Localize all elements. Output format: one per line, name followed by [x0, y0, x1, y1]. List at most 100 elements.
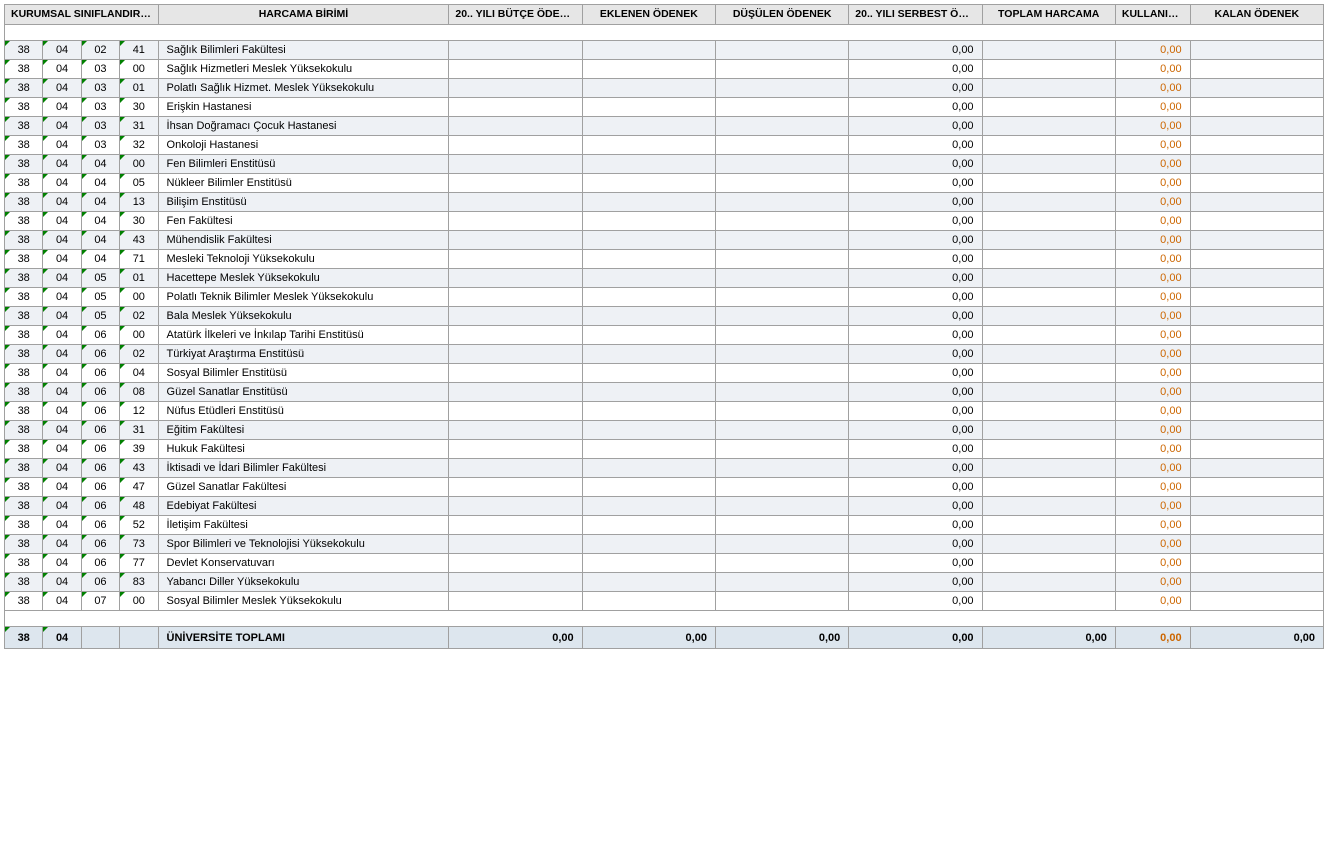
code-1: 38 — [5, 60, 43, 79]
code-2: 04 — [43, 364, 81, 383]
code-1: 38 — [5, 288, 43, 307]
code-1: 38 — [5, 573, 43, 592]
free-cell: 0,00 — [849, 117, 982, 136]
code-3: 06 — [81, 573, 119, 592]
free-cell: 0,00 — [849, 60, 982, 79]
reduced-cell — [715, 307, 848, 326]
added-cell — [582, 478, 715, 497]
added-cell — [582, 573, 715, 592]
usage-cell: 0,00 — [1115, 516, 1190, 535]
usage-cell: 0,00 — [1115, 269, 1190, 288]
spent-cell — [982, 250, 1115, 269]
code-1: 38 — [5, 136, 43, 155]
spent-cell — [982, 345, 1115, 364]
remaining-cell — [1190, 212, 1323, 231]
table-row: 38040700Sosyal Bilimler Meslek Yüksekoku… — [5, 592, 1324, 611]
code-1: 38 — [5, 174, 43, 193]
spent-cell — [982, 79, 1115, 98]
reduced-cell — [715, 516, 848, 535]
remaining-cell — [1190, 592, 1323, 611]
table-row: 38040677Devlet Konservatuvarı0,000,00 — [5, 554, 1324, 573]
usage-cell: 0,00 — [1115, 364, 1190, 383]
free-cell: 0,00 — [849, 440, 982, 459]
unit-name: Sosyal Bilimler Enstitüsü — [158, 364, 449, 383]
budget-cell — [449, 383, 582, 402]
unit-name: Güzel Sanatlar Fakültesi — [158, 478, 449, 497]
spent-cell — [982, 117, 1115, 136]
usage-cell: 0,00 — [1115, 60, 1190, 79]
reduced-cell — [715, 364, 848, 383]
code-4: 00 — [120, 592, 158, 611]
spent-cell — [982, 136, 1115, 155]
reduced-cell — [715, 79, 848, 98]
code-3: 06 — [81, 326, 119, 345]
unit-name: İletişim Fakültesi — [158, 516, 449, 535]
free-cell: 0,00 — [849, 364, 982, 383]
header-unit: HARCAMA BİRİMİ — [158, 5, 449, 25]
table-row: 38040330Erişkin Hastanesi0,000,00 — [5, 98, 1324, 117]
total-budget: 0,00 — [449, 627, 582, 649]
free-cell: 0,00 — [849, 573, 982, 592]
remaining-cell — [1190, 459, 1323, 478]
added-cell — [582, 79, 715, 98]
reduced-cell — [715, 554, 848, 573]
code-1: 38 — [5, 383, 43, 402]
code-4: 52 — [120, 516, 158, 535]
spent-cell — [982, 155, 1115, 174]
code-1: 38 — [5, 440, 43, 459]
total-added: 0,00 — [582, 627, 715, 649]
spent-cell — [982, 478, 1115, 497]
code-4: 13 — [120, 193, 158, 212]
unit-name: Sağlık Bilimleri Fakültesi — [158, 41, 449, 60]
budget-cell — [449, 231, 582, 250]
code-3: 06 — [81, 535, 119, 554]
code-3: 06 — [81, 383, 119, 402]
unit-name: Fen Bilimleri Enstitüsü — [158, 155, 449, 174]
added-cell — [582, 364, 715, 383]
reduced-cell — [715, 421, 848, 440]
code-3: 04 — [81, 193, 119, 212]
code-3: 03 — [81, 136, 119, 155]
added-cell — [582, 345, 715, 364]
reduced-cell — [715, 212, 848, 231]
code-1: 38 — [5, 155, 43, 174]
total-reduced: 0,00 — [715, 627, 848, 649]
added-cell — [582, 41, 715, 60]
code-2: 04 — [43, 516, 81, 535]
code-3: 03 — [81, 98, 119, 117]
spent-cell — [982, 212, 1115, 231]
code-4: 00 — [120, 60, 158, 79]
usage-cell: 0,00 — [1115, 402, 1190, 421]
free-cell: 0,00 — [849, 554, 982, 573]
budget-cell — [449, 98, 582, 117]
code-2: 04 — [43, 440, 81, 459]
table-row: 38040608Güzel Sanatlar Enstitüsü0,000,00 — [5, 383, 1324, 402]
code-1: 38 — [5, 307, 43, 326]
reduced-cell — [715, 288, 848, 307]
added-cell — [582, 60, 715, 79]
code-3: 06 — [81, 516, 119, 535]
table-row: 38040639Hukuk Fakültesi0,000,00 — [5, 440, 1324, 459]
code-2: 04 — [43, 288, 81, 307]
spent-cell — [982, 459, 1115, 478]
added-cell — [582, 402, 715, 421]
table-row: 38040673Spor Bilimleri ve Teknolojisi Yü… — [5, 535, 1324, 554]
reduced-cell — [715, 136, 848, 155]
remaining-cell — [1190, 155, 1323, 174]
code-2: 04 — [43, 307, 81, 326]
table-row: 38040604Sosyal Bilimler Enstitüsü0,000,0… — [5, 364, 1324, 383]
remaining-cell — [1190, 326, 1323, 345]
header-free: 20.. YILI SERBEST ÖDENEK — [849, 5, 982, 25]
reduced-cell — [715, 60, 848, 79]
code-4: 01 — [120, 79, 158, 98]
added-cell — [582, 497, 715, 516]
budget-cell — [449, 250, 582, 269]
code-3: 06 — [81, 345, 119, 364]
usage-cell: 0,00 — [1115, 326, 1190, 345]
usage-cell: 0,00 — [1115, 174, 1190, 193]
code-1: 38 — [5, 193, 43, 212]
reduced-cell — [715, 231, 848, 250]
spent-cell — [982, 41, 1115, 60]
usage-cell: 0,00 — [1115, 592, 1190, 611]
table-row: 38040332Onkoloji Hastanesi0,000,00 — [5, 136, 1324, 155]
